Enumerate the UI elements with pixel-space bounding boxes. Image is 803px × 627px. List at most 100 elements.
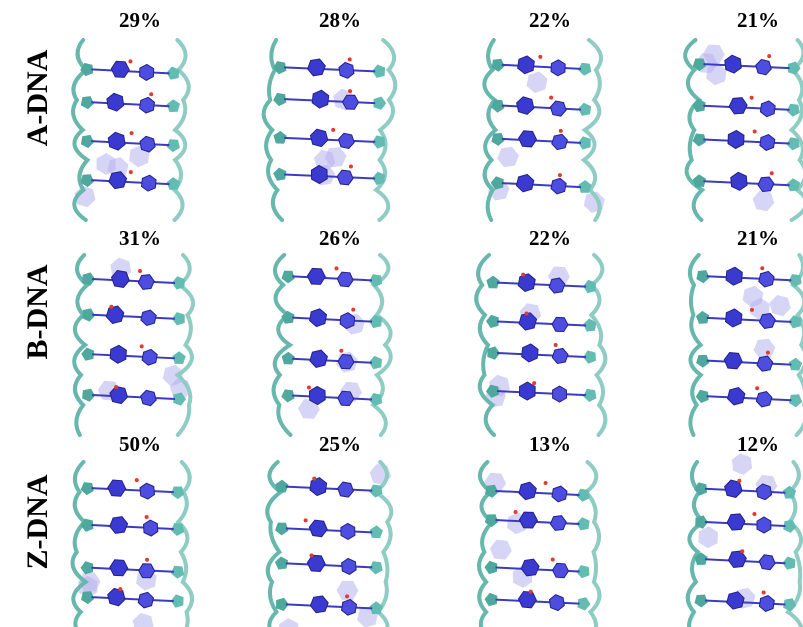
structure	[73, 40, 189, 220]
atom	[770, 171, 774, 175]
atom	[307, 385, 311, 389]
row-label: A-DNA	[21, 49, 54, 146]
bond	[707, 361, 792, 365]
bond	[495, 600, 579, 604]
base	[107, 93, 124, 111]
base	[757, 517, 771, 533]
base	[518, 56, 535, 74]
atom	[138, 269, 142, 273]
atom	[140, 344, 144, 348]
sugar	[486, 315, 499, 328]
base	[727, 514, 745, 530]
base	[140, 136, 155, 152]
atom	[309, 553, 313, 557]
bond	[91, 525, 173, 529]
base	[552, 348, 568, 363]
percentage: 29%	[119, 8, 161, 32]
percentage: 13%	[529, 432, 571, 456]
atom	[149, 92, 153, 96]
atom	[334, 266, 338, 270]
bond	[292, 395, 372, 399]
bond	[502, 139, 581, 143]
bond	[707, 318, 792, 322]
base	[519, 592, 537, 608]
base	[138, 592, 153, 608]
bond	[292, 276, 372, 280]
atom	[558, 173, 562, 177]
bond	[497, 391, 586, 395]
atom	[549, 96, 553, 100]
base	[339, 63, 354, 79]
base	[552, 134, 568, 149]
backbone	[175, 40, 189, 220]
faint-base	[133, 613, 154, 627]
atom	[529, 590, 533, 594]
base	[140, 64, 154, 80]
bond	[92, 315, 175, 319]
base	[337, 272, 353, 287]
bond	[91, 102, 169, 106]
atom	[118, 587, 122, 591]
sugar	[374, 97, 387, 110]
base	[339, 133, 355, 148]
atom	[331, 128, 335, 132]
atom	[766, 351, 770, 355]
atom	[349, 165, 353, 169]
base	[140, 97, 155, 113]
percentage: 26%	[319, 226, 361, 250]
base	[337, 170, 353, 185]
atom	[525, 311, 529, 315]
base	[311, 166, 327, 184]
figure: A-DNA29%28%22%21%B-DNA31%26%22%21%Z-DNA5…	[0, 0, 803, 627]
atom	[128, 59, 132, 63]
base	[728, 131, 744, 149]
atom	[559, 129, 563, 133]
base	[110, 345, 126, 363]
base	[552, 486, 567, 502]
structure	[73, 462, 192, 627]
bond	[284, 67, 375, 71]
bond	[497, 353, 586, 357]
atom	[348, 89, 352, 93]
atom	[304, 518, 308, 522]
structure	[479, 462, 599, 627]
base	[728, 551, 746, 568]
bond	[705, 522, 785, 526]
atom	[514, 510, 518, 514]
sugar	[485, 561, 498, 574]
bond	[497, 321, 586, 325]
base	[108, 588, 125, 605]
base	[724, 353, 742, 369]
bond	[92, 354, 175, 358]
faint-base	[754, 339, 776, 359]
base	[759, 555, 775, 570]
structure	[685, 40, 803, 220]
atom	[145, 515, 149, 519]
base	[144, 520, 158, 536]
atom	[348, 57, 352, 61]
base	[106, 306, 124, 323]
base	[517, 174, 534, 191]
percentage: 21%	[737, 226, 779, 250]
atom	[145, 558, 149, 562]
bond	[284, 138, 375, 142]
base	[310, 129, 327, 146]
base	[760, 314, 776, 329]
atom	[312, 477, 316, 481]
bond	[703, 139, 789, 143]
base	[342, 599, 357, 615]
bond	[91, 141, 169, 145]
atom	[750, 96, 754, 100]
atom	[538, 55, 542, 59]
structure	[688, 453, 802, 627]
bond	[91, 568, 173, 572]
atom	[755, 386, 759, 390]
base	[310, 309, 327, 327]
base	[518, 274, 535, 292]
base	[310, 350, 328, 367]
bond	[91, 69, 169, 73]
faint-base	[698, 526, 718, 548]
base	[725, 55, 742, 73]
base	[341, 523, 355, 539]
base	[756, 60, 772, 75]
